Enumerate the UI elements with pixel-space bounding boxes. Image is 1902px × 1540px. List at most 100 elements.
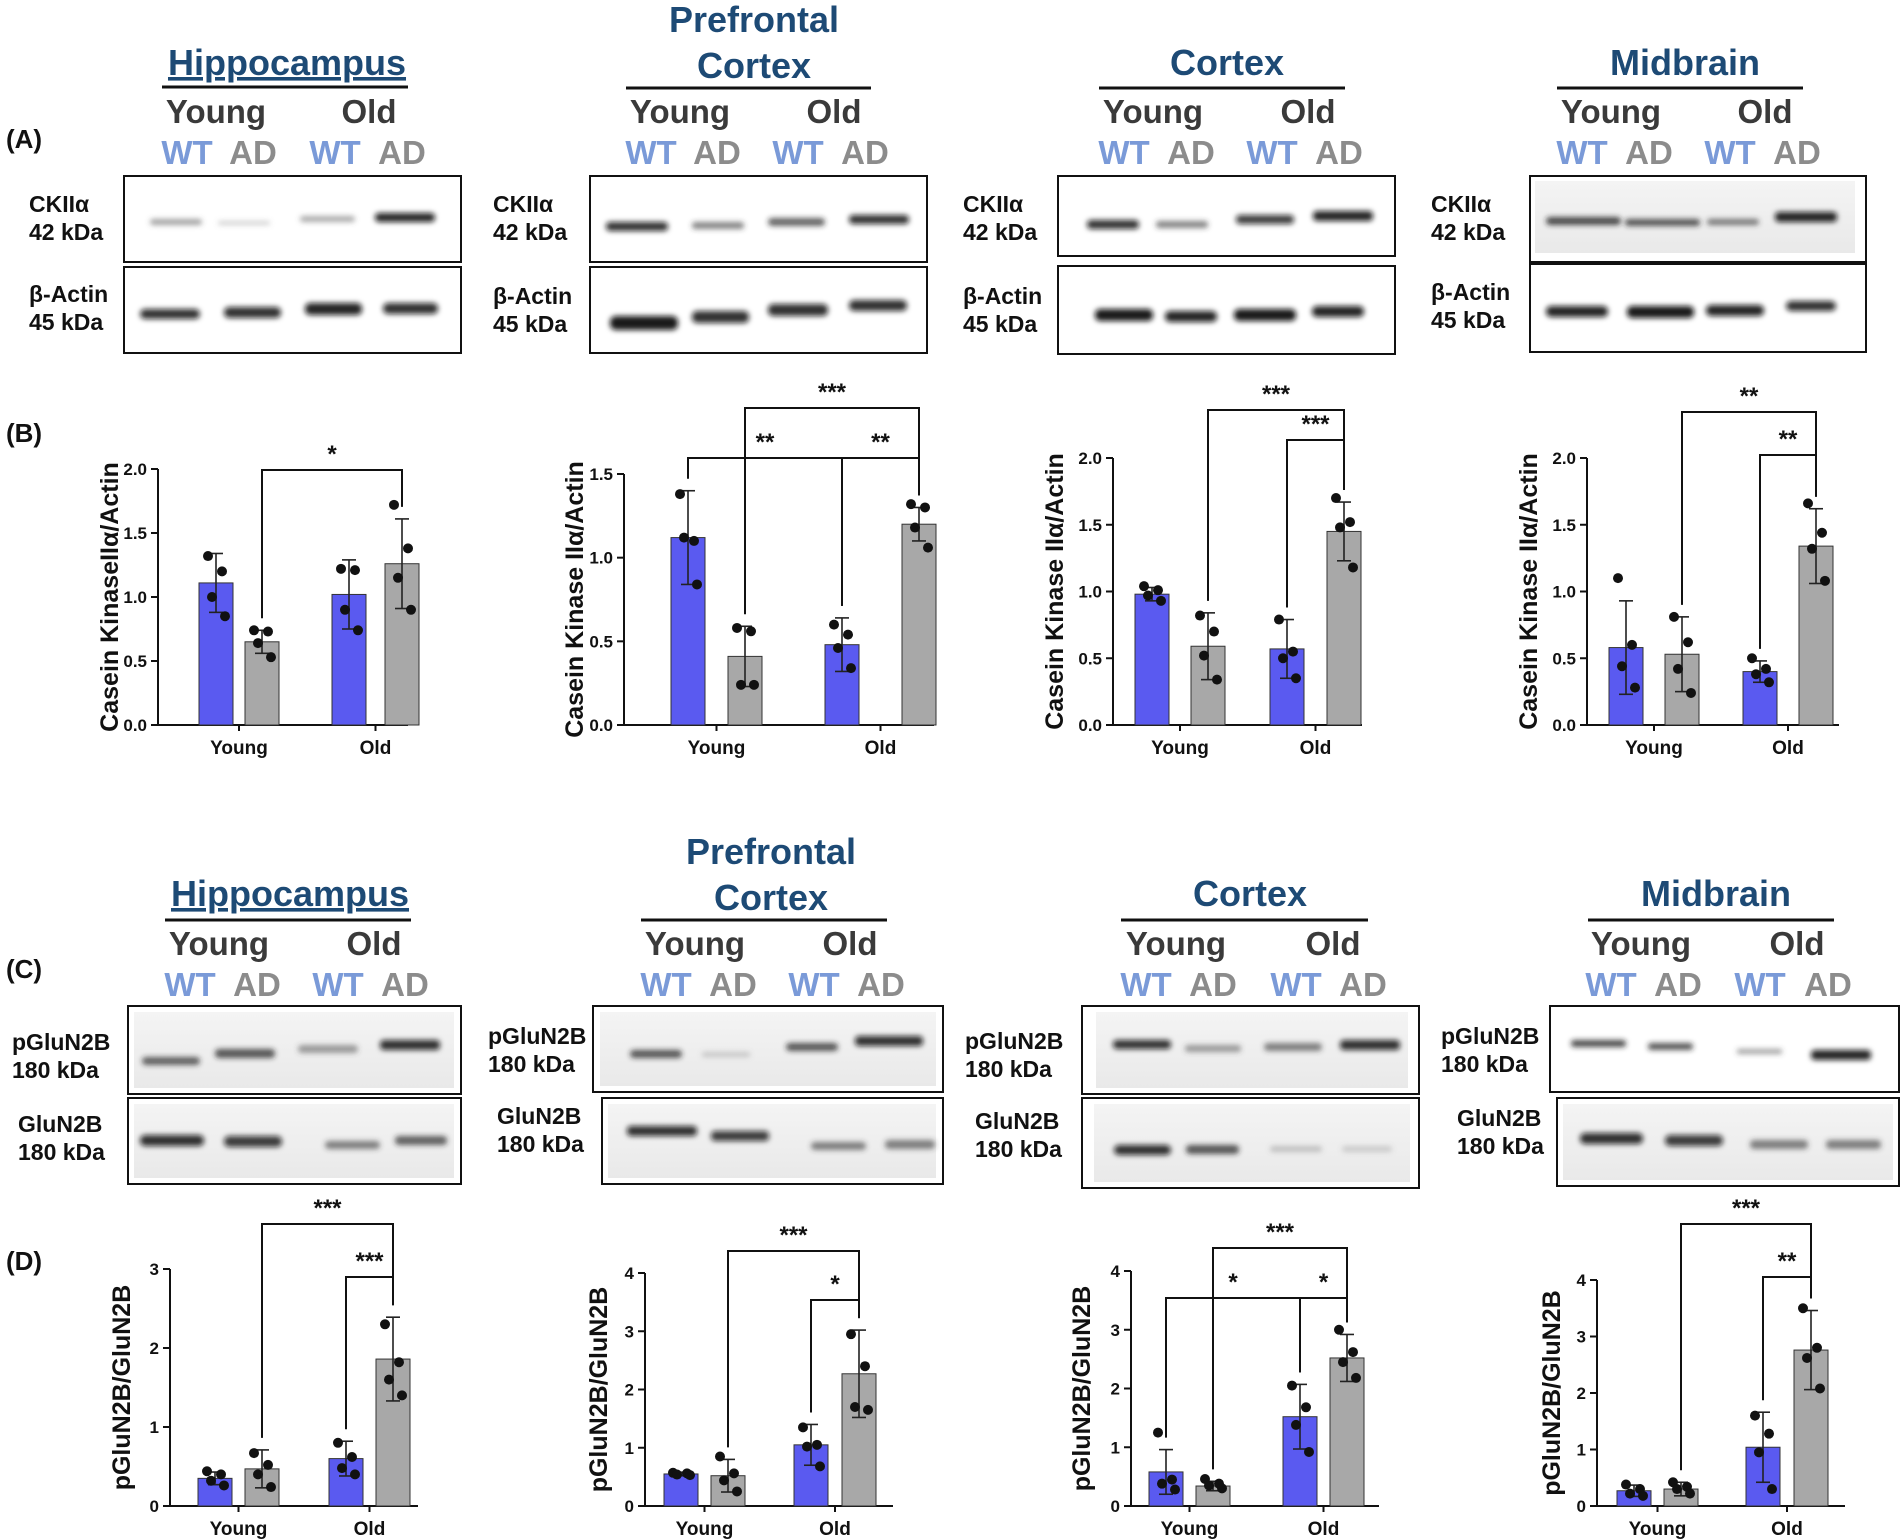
blot-label-ckii: CKIIα [29,191,89,217]
significance-label: ** [1778,1248,1797,1275]
significance-label: *** [355,1248,384,1275]
data-point [340,604,350,615]
blot-label-kda: 180 kDa [1457,1133,1544,1159]
significance-bracket [687,457,843,606]
data-point [746,626,756,637]
blot-background [1094,1104,1410,1182]
bar-ad [727,655,763,726]
lane-wt: WT [1704,134,1755,171]
blot-bands [140,303,438,319]
data-point [406,604,416,615]
y-tick-label: 1.5 [589,465,613,484]
panel-label-d: (D) [6,1246,42,1276]
significance-label: * [1319,1269,1329,1296]
y-tick-label: 1 [625,1439,634,1458]
data-point [1685,1488,1695,1499]
data-point [263,1459,273,1470]
blot-bands [1114,1145,1392,1155]
data-point [1335,522,1345,533]
y-tick-label: 2.0 [1078,449,1102,468]
group-old: Old [823,925,878,962]
panel-label-b: (B) [6,418,42,448]
y-axis-label: Casein Kinase IIα/Actin [1041,453,1069,730]
blot-bands [630,1036,923,1058]
lane-wt: WT [1270,966,1321,1003]
data-point [1170,1484,1180,1495]
significance-bracket [1207,409,1345,601]
significance-label: *** [779,1222,808,1249]
data-point [1754,1447,1764,1458]
blot-label-actin: β-Actin [1431,279,1510,305]
data-point [1815,1383,1825,1394]
data-point [266,652,276,663]
data-point [337,1463,347,1474]
significance-bracket [261,1223,394,1438]
significance-bracket [744,407,920,615]
data-point [906,499,916,510]
data-point [397,1390,407,1401]
data-point [719,1475,729,1486]
data-point [1803,498,1813,509]
y-tick-label: 0.5 [1078,649,1102,668]
y-axis-label: Casein KinaseIIα/Actin [96,462,124,732]
data-point [1139,581,1149,592]
blot-label-kda: 180 kDa [12,1057,99,1083]
data-point [1291,1419,1301,1430]
y-axis-label: Casein Kinase IIα/Actin [561,461,589,738]
data-point [675,489,685,500]
y-tick-label: 1.5 [1552,516,1576,535]
significance-bracket [1681,411,1817,605]
significance-label: *** [313,1195,342,1222]
y-tick-label: 1.0 [1078,583,1102,602]
data-point [384,1374,394,1385]
y-tick-label: 0 [150,1497,159,1516]
significance-label: ** [871,429,890,456]
data-point [1747,653,1757,664]
data-point [253,1469,263,1480]
x-tick-label: Young [1161,1519,1219,1540]
data-point [1672,1484,1682,1495]
data-point [729,1468,739,1479]
bar-ad [1329,1357,1365,1507]
significance-label: * [830,1271,840,1298]
chart-2: 0.0 0.5 1.0 1.5 2.0 Casein Kinase IIα/Actin Yo… [1041,381,1362,759]
group-young: Young [166,93,266,130]
data-point [846,663,856,674]
blot-label-kda: 180 kDa [975,1136,1062,1162]
lane-ad: AD [229,134,277,171]
blot-label-kda: 45 kDa [1431,307,1505,333]
significance-label: ** [1779,426,1798,453]
data-point [1807,543,1817,554]
data-point [732,1486,742,1497]
data-point [1287,1380,1297,1391]
blot-bands [1087,211,1373,229]
y-tick-label: 4 [625,1264,635,1283]
y-tick-label: 1 [150,1418,159,1437]
bar-wt [1134,593,1170,726]
data-point [249,625,259,636]
significance-bracket [1680,1223,1812,1471]
data-point [1812,1342,1822,1353]
blot-label-kda: 45 kDa [29,309,103,335]
y-tick-label: 0.0 [589,716,613,735]
blot-bands [1580,1133,1881,1149]
blot-label-kda: 42 kDa [493,219,567,245]
y-tick-label: 2 [150,1339,159,1358]
significance-label: *** [1262,381,1291,408]
data-point [1751,669,1761,680]
group-old: Old [1306,925,1361,962]
lane-wt: WT [161,134,212,171]
y-tick-label: 4 [1577,1271,1587,1290]
y-tick-label: 0 [1577,1497,1586,1516]
y-tick-label: 2 [625,1381,634,1400]
data-point [1153,585,1163,596]
data-point [1209,626,1219,637]
y-tick-label: 0.5 [1552,649,1576,668]
group-old: Old [1281,93,1336,130]
data-point [692,579,702,590]
lane-wt: WT [640,966,691,1003]
data-point [253,638,263,649]
region-title-prefrontal-a-2: Cortex [697,45,811,86]
blot-bands [1113,1040,1400,1052]
